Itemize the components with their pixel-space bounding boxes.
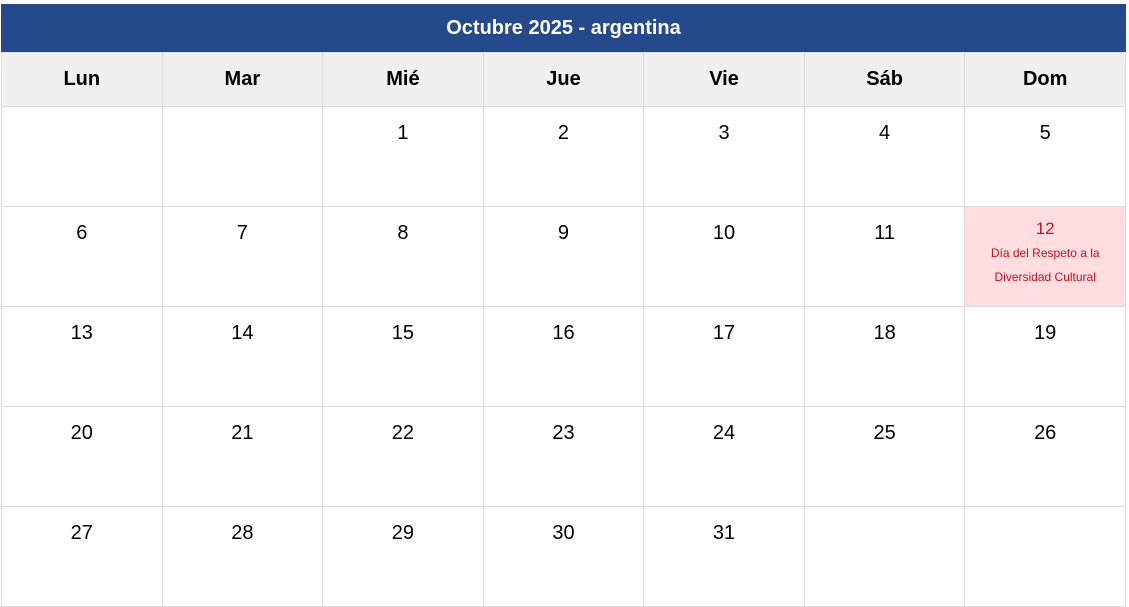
day-cell[interactable]: 3 — [643, 106, 805, 207]
weekday-header: Sáb — [803, 52, 966, 107]
day-number: 15 — [391, 322, 415, 344]
weekday-header-row: Lun Mar Mié Jue Vie Sáb Dom — [1, 52, 1126, 107]
week-row: 13 14 15 16 17 18 19 — [1, 306, 1126, 407]
day-number: 31 — [712, 522, 736, 544]
day-cell[interactable]: 15 — [322, 306, 484, 407]
day-number: 6 — [76, 222, 88, 244]
holiday-cell[interactable]: 12 Día del Respeto a la Diversidad Cultur… — [964, 206, 1126, 307]
day-cell[interactable]: 5 — [964, 106, 1126, 207]
day-number: 24 — [712, 422, 736, 444]
weekday-header: Mié — [322, 52, 484, 107]
day-cell[interactable]: 2 — [482, 106, 645, 207]
calendar: Octubre 2025 - argentina Lun Mar Mié Jue Vie… — [1, 4, 1126, 607]
empty-cell — [1, 106, 163, 207]
holiday-name: Día del Respeto a la Diversidad Cultural — [990, 246, 1100, 284]
empty-cell — [161, 106, 324, 207]
empty-cell — [803, 506, 966, 607]
day-number: 16 — [552, 322, 575, 344]
day-cell[interactable]: 19 — [964, 306, 1126, 407]
day-number: 18 — [873, 322, 896, 344]
day-cell[interactable]: 31 — [643, 506, 805, 607]
weekday-header: Dom — [964, 52, 1126, 107]
day-cell[interactable]: 24 — [643, 406, 805, 507]
weekday-header: Lun — [1, 52, 163, 107]
day-number: 13 — [70, 322, 93, 344]
day-number: 29 — [391, 522, 415, 544]
week-row: 1 2 3 4 5 — [1, 106, 1126, 207]
day-cell[interactable]: 14 — [161, 306, 324, 407]
week-row: 6 7 8 9 10 11 12 Día del Respeto a la Diversida… — [1, 206, 1126, 307]
weekday-header: Mar — [161, 52, 324, 107]
day-number: 1 — [397, 122, 409, 144]
day-cell[interactable]: 20 — [1, 406, 163, 507]
day-number: 9 — [557, 222, 570, 244]
day-cell[interactable]: 8 — [322, 206, 484, 307]
empty-cell — [964, 506, 1126, 607]
day-cell[interactable]: 9 — [482, 206, 645, 307]
day-cell[interactable]: 18 — [803, 306, 966, 407]
day-number: 7 — [236, 222, 248, 244]
day-number: 30 — [552, 522, 575, 544]
day-cell[interactable]: 7 — [161, 206, 324, 307]
day-number: 8 — [397, 222, 409, 244]
day-number: 3 — [718, 122, 730, 144]
day-number: 23 — [552, 422, 575, 444]
weekday-header: Vie — [643, 52, 805, 107]
day-cell[interactable]: 28 — [161, 506, 324, 607]
day-number: 4 — [879, 122, 891, 144]
day-cell[interactable]: 16 — [482, 306, 645, 407]
day-number: 11 — [874, 222, 895, 244]
day-number: 2 — [557, 122, 570, 144]
day-cell[interactable]: 13 — [1, 306, 163, 407]
day-cell[interactable]: 26 — [964, 406, 1126, 507]
day-cell[interactable]: 27 — [1, 506, 163, 607]
day-cell[interactable]: 6 — [1, 206, 163, 307]
calendar-grid: Lun Mar Mié Jue Vie Sáb Dom 1 2 3 4 5 6 7 8 9 10 11 12 Día… — [1, 52, 1126, 607]
day-cell[interactable]: 22 — [322, 406, 484, 507]
weekday-header: Jue — [482, 52, 645, 107]
day-cell[interactable]: 25 — [803, 406, 966, 507]
day-number: 12 — [1035, 219, 1055, 238]
day-number: 28 — [231, 522, 254, 544]
day-number: 5 — [1039, 122, 1051, 144]
day-number: 14 — [231, 322, 254, 344]
day-number: 26 — [1034, 422, 1057, 444]
day-number: 19 — [1034, 322, 1057, 344]
day-cell[interactable]: 30 — [482, 506, 645, 607]
day-cell[interactable]: 29 — [322, 506, 484, 607]
day-number: 17 — [712, 322, 736, 344]
day-number: 25 — [873, 422, 896, 444]
day-cell[interactable]: 4 — [803, 106, 966, 207]
day-cell[interactable]: 21 — [161, 406, 324, 507]
day-cell[interactable]: 10 — [643, 206, 805, 307]
week-row: 20 21 22 23 24 25 26 — [1, 406, 1126, 507]
calendar-title: Octubre 2025 - argentina — [1, 4, 1126, 52]
day-cell[interactable]: 17 — [643, 306, 805, 407]
day-cell[interactable]: 23 — [482, 406, 645, 507]
day-number: 22 — [391, 422, 415, 444]
day-number: 10 — [712, 222, 736, 244]
day-number: 27 — [70, 522, 93, 544]
day-number: 21 — [231, 422, 254, 444]
day-cell[interactable]: 11 — [803, 206, 966, 307]
week-row: 27 28 29 30 31 — [1, 506, 1126, 607]
day-number: 20 — [70, 422, 93, 444]
day-cell[interactable]: 1 — [322, 106, 484, 207]
